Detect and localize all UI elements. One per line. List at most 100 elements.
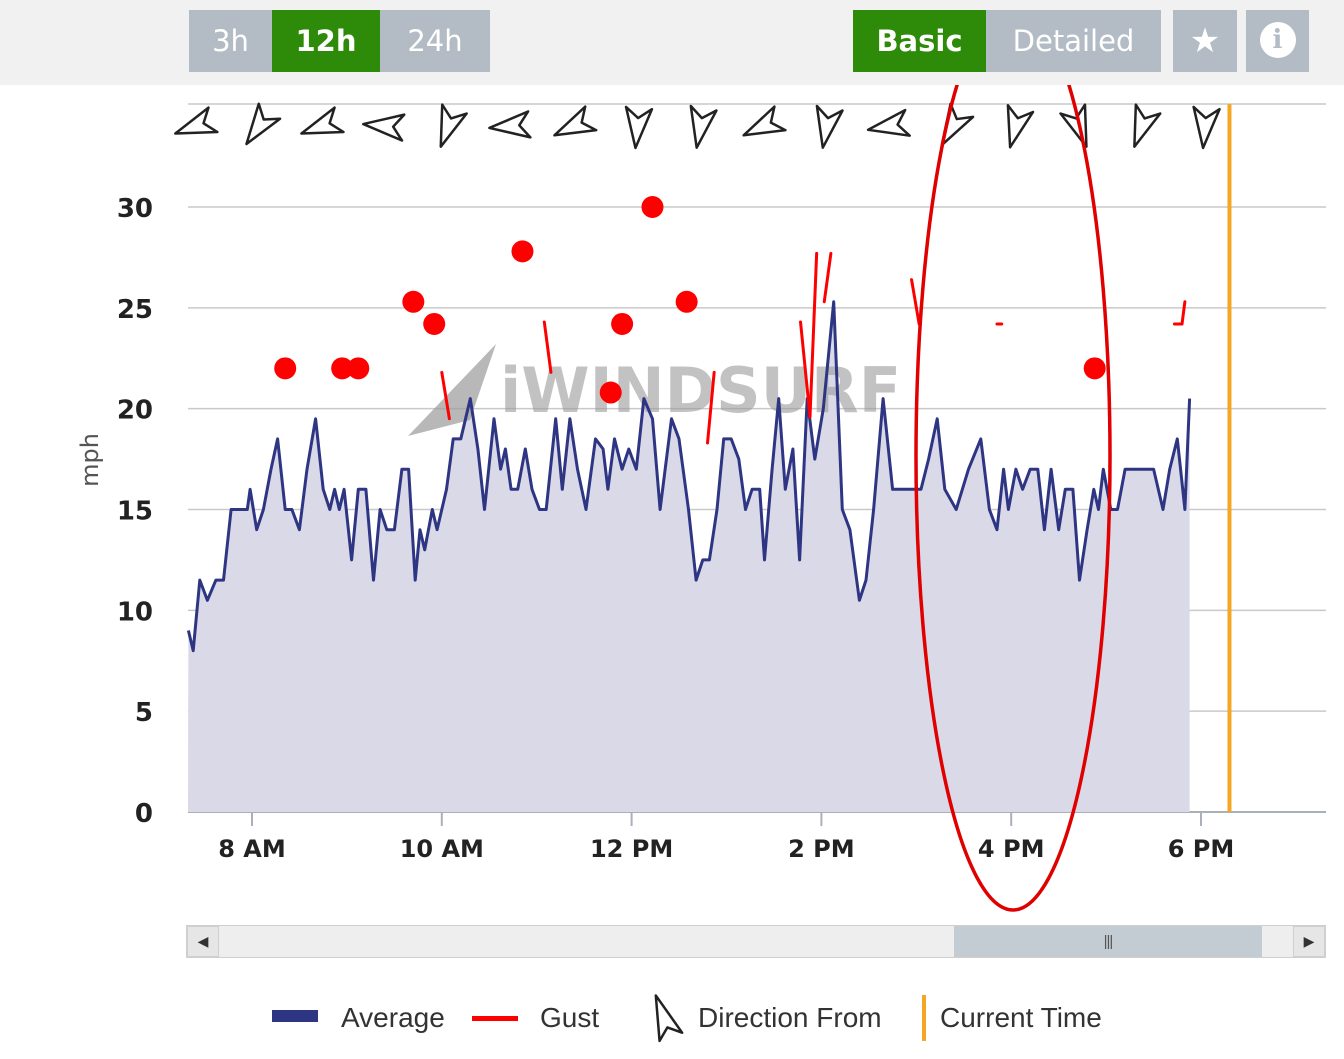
direction-arrow-icon	[245, 102, 282, 146]
direction-arrow-icon	[1192, 105, 1221, 150]
gust-segment	[1180, 300, 1187, 326]
direction-arrow-icon	[940, 102, 975, 147]
direction-arrow-shape	[1133, 103, 1162, 148]
direction-arrow-shape	[245, 102, 282, 146]
gust-segment	[706, 370, 716, 445]
watermark-text: iWINDSURF	[500, 354, 901, 427]
average-area-fill	[188, 301, 1190, 812]
scroll-left-button[interactable]: ◀	[187, 926, 219, 957]
average-legend-label: Average	[341, 1002, 445, 1033]
direction-arrow-shape	[742, 105, 787, 137]
x-tick-label: 4 PM	[978, 835, 1045, 863]
direction-arrow-icon	[300, 106, 345, 135]
chart-scrollbar[interactable]: ◀ ||| ▶	[186, 925, 1326, 958]
gust-point	[599, 381, 622, 404]
direction-arrow-icon	[742, 105, 787, 137]
info-button[interactable]: i	[1246, 10, 1309, 72]
gust-segment	[822, 251, 833, 304]
gust-segment	[542, 320, 553, 374]
gust-segment	[910, 278, 921, 326]
annotation-ellipse-shape	[914, 85, 1112, 912]
direction-arrow-shape	[815, 104, 844, 149]
legend: Average Gust Direction From Current Time	[0, 990, 1344, 1050]
y-tick-label: 30	[117, 194, 153, 224]
y-axis-label: mph	[76, 433, 104, 487]
gust-point	[274, 357, 297, 380]
detailed-view-button[interactable]: Detailed	[986, 10, 1161, 72]
direction-arrow-icon	[1133, 103, 1162, 148]
x-axis: 8 AM 10 AM 12 PM 2 PM 4 PM 6 PM	[218, 812, 1234, 863]
arrow-right-icon: ▶	[1303, 933, 1315, 949]
direction-arrow-shape	[1006, 103, 1035, 149]
average-series	[186, 300, 1192, 653]
basic-view-button[interactable]: Basic	[853, 10, 986, 72]
direction-arrow-icon	[439, 103, 468, 148]
legend-symbols	[272, 994, 926, 1043]
wind-chart: iWINDSURF 0 5 10 15 20 25 30 mph 8 AM 10 AM 12 PM…	[76, 85, 1326, 912]
grip-icon: |||	[1103, 933, 1114, 950]
x-tick-label: 10 AM	[400, 835, 484, 863]
direction-arrow-icon	[174, 106, 219, 135]
direction-legend-icon	[654, 994, 684, 1043]
star-icon: ★	[1189, 21, 1221, 61]
y-tick-label: 10	[117, 597, 153, 627]
direction-arrow-icon	[488, 110, 532, 139]
range-12h-button[interactable]: 12h	[272, 10, 380, 72]
direction-arrow-icon	[815, 104, 844, 149]
gust-legend-label: Gust	[540, 1002, 600, 1033]
direction-arrows	[174, 102, 1221, 150]
direction-arrow-icon	[362, 113, 406, 142]
watermark-sail-icon	[408, 344, 496, 436]
range-24h-button[interactable]: 24h	[380, 10, 490, 72]
scroll-right-button[interactable]: ▶	[1293, 926, 1325, 957]
average-line	[186, 300, 1192, 653]
annotation-ellipse	[914, 85, 1112, 912]
arrow-left-icon: ◀	[197, 933, 209, 949]
info-icon: i	[1259, 21, 1296, 58]
gust-point	[1083, 357, 1106, 380]
direction-arrow-icon	[553, 105, 598, 137]
y-tick-label: 20	[117, 396, 153, 426]
direction-arrow-icon	[689, 104, 718, 149]
gust-point	[511, 240, 534, 263]
gust-legend-swatch	[472, 1016, 518, 1021]
gust-point	[675, 290, 698, 313]
direction-arrow-shape	[866, 108, 911, 137]
direction-arrow-icon	[624, 105, 654, 150]
x-tick-label: 12 PM	[590, 835, 673, 863]
y-tick-label: 15	[117, 497, 153, 527]
gust-point	[331, 357, 354, 380]
direction-arrow-shape	[689, 104, 718, 149]
range-3h-button[interactable]: 3h	[189, 10, 272, 72]
y-tick-label: 0	[135, 799, 153, 829]
direction-arrow-shape	[300, 106, 345, 135]
x-tick-label: 8 AM	[218, 835, 286, 863]
y-axis: 0 5 10 15 20 25 30 mph	[76, 194, 153, 829]
direction-legend-label: Direction From	[698, 1002, 882, 1033]
gust-segment	[808, 251, 819, 419]
direction-arrow-icon	[866, 108, 911, 137]
gust-point	[402, 290, 425, 313]
x-tick-label: 2 PM	[788, 835, 855, 863]
gust-segment	[440, 370, 451, 421]
average-legend-swatch	[272, 1010, 318, 1022]
direction-arrow-shape	[174, 106, 219, 135]
direction-arrow-icon	[1006, 103, 1035, 149]
direction-arrow-shape	[439, 103, 468, 148]
direction-arrow-shape	[940, 102, 975, 147]
favorite-button[interactable]: ★	[1173, 10, 1237, 72]
gust-point	[347, 357, 370, 380]
gust-segment	[799, 320, 812, 419]
current-time-legend-label: Current Time	[940, 1002, 1102, 1033]
direction-arrow-shape	[1192, 105, 1221, 150]
y-tick-label: 25	[117, 295, 153, 325]
direction-arrow-shape	[624, 105, 654, 150]
scroll-thumb[interactable]: |||	[954, 926, 1262, 957]
direction-arrow-shape	[488, 110, 532, 139]
gust-point	[423, 312, 446, 335]
average-area	[188, 301, 1190, 812]
gust-series	[274, 196, 1187, 445]
x-tick-label: 6 PM	[1168, 835, 1235, 863]
direction-arrow-shape	[553, 105, 598, 137]
gust-point	[611, 312, 634, 335]
